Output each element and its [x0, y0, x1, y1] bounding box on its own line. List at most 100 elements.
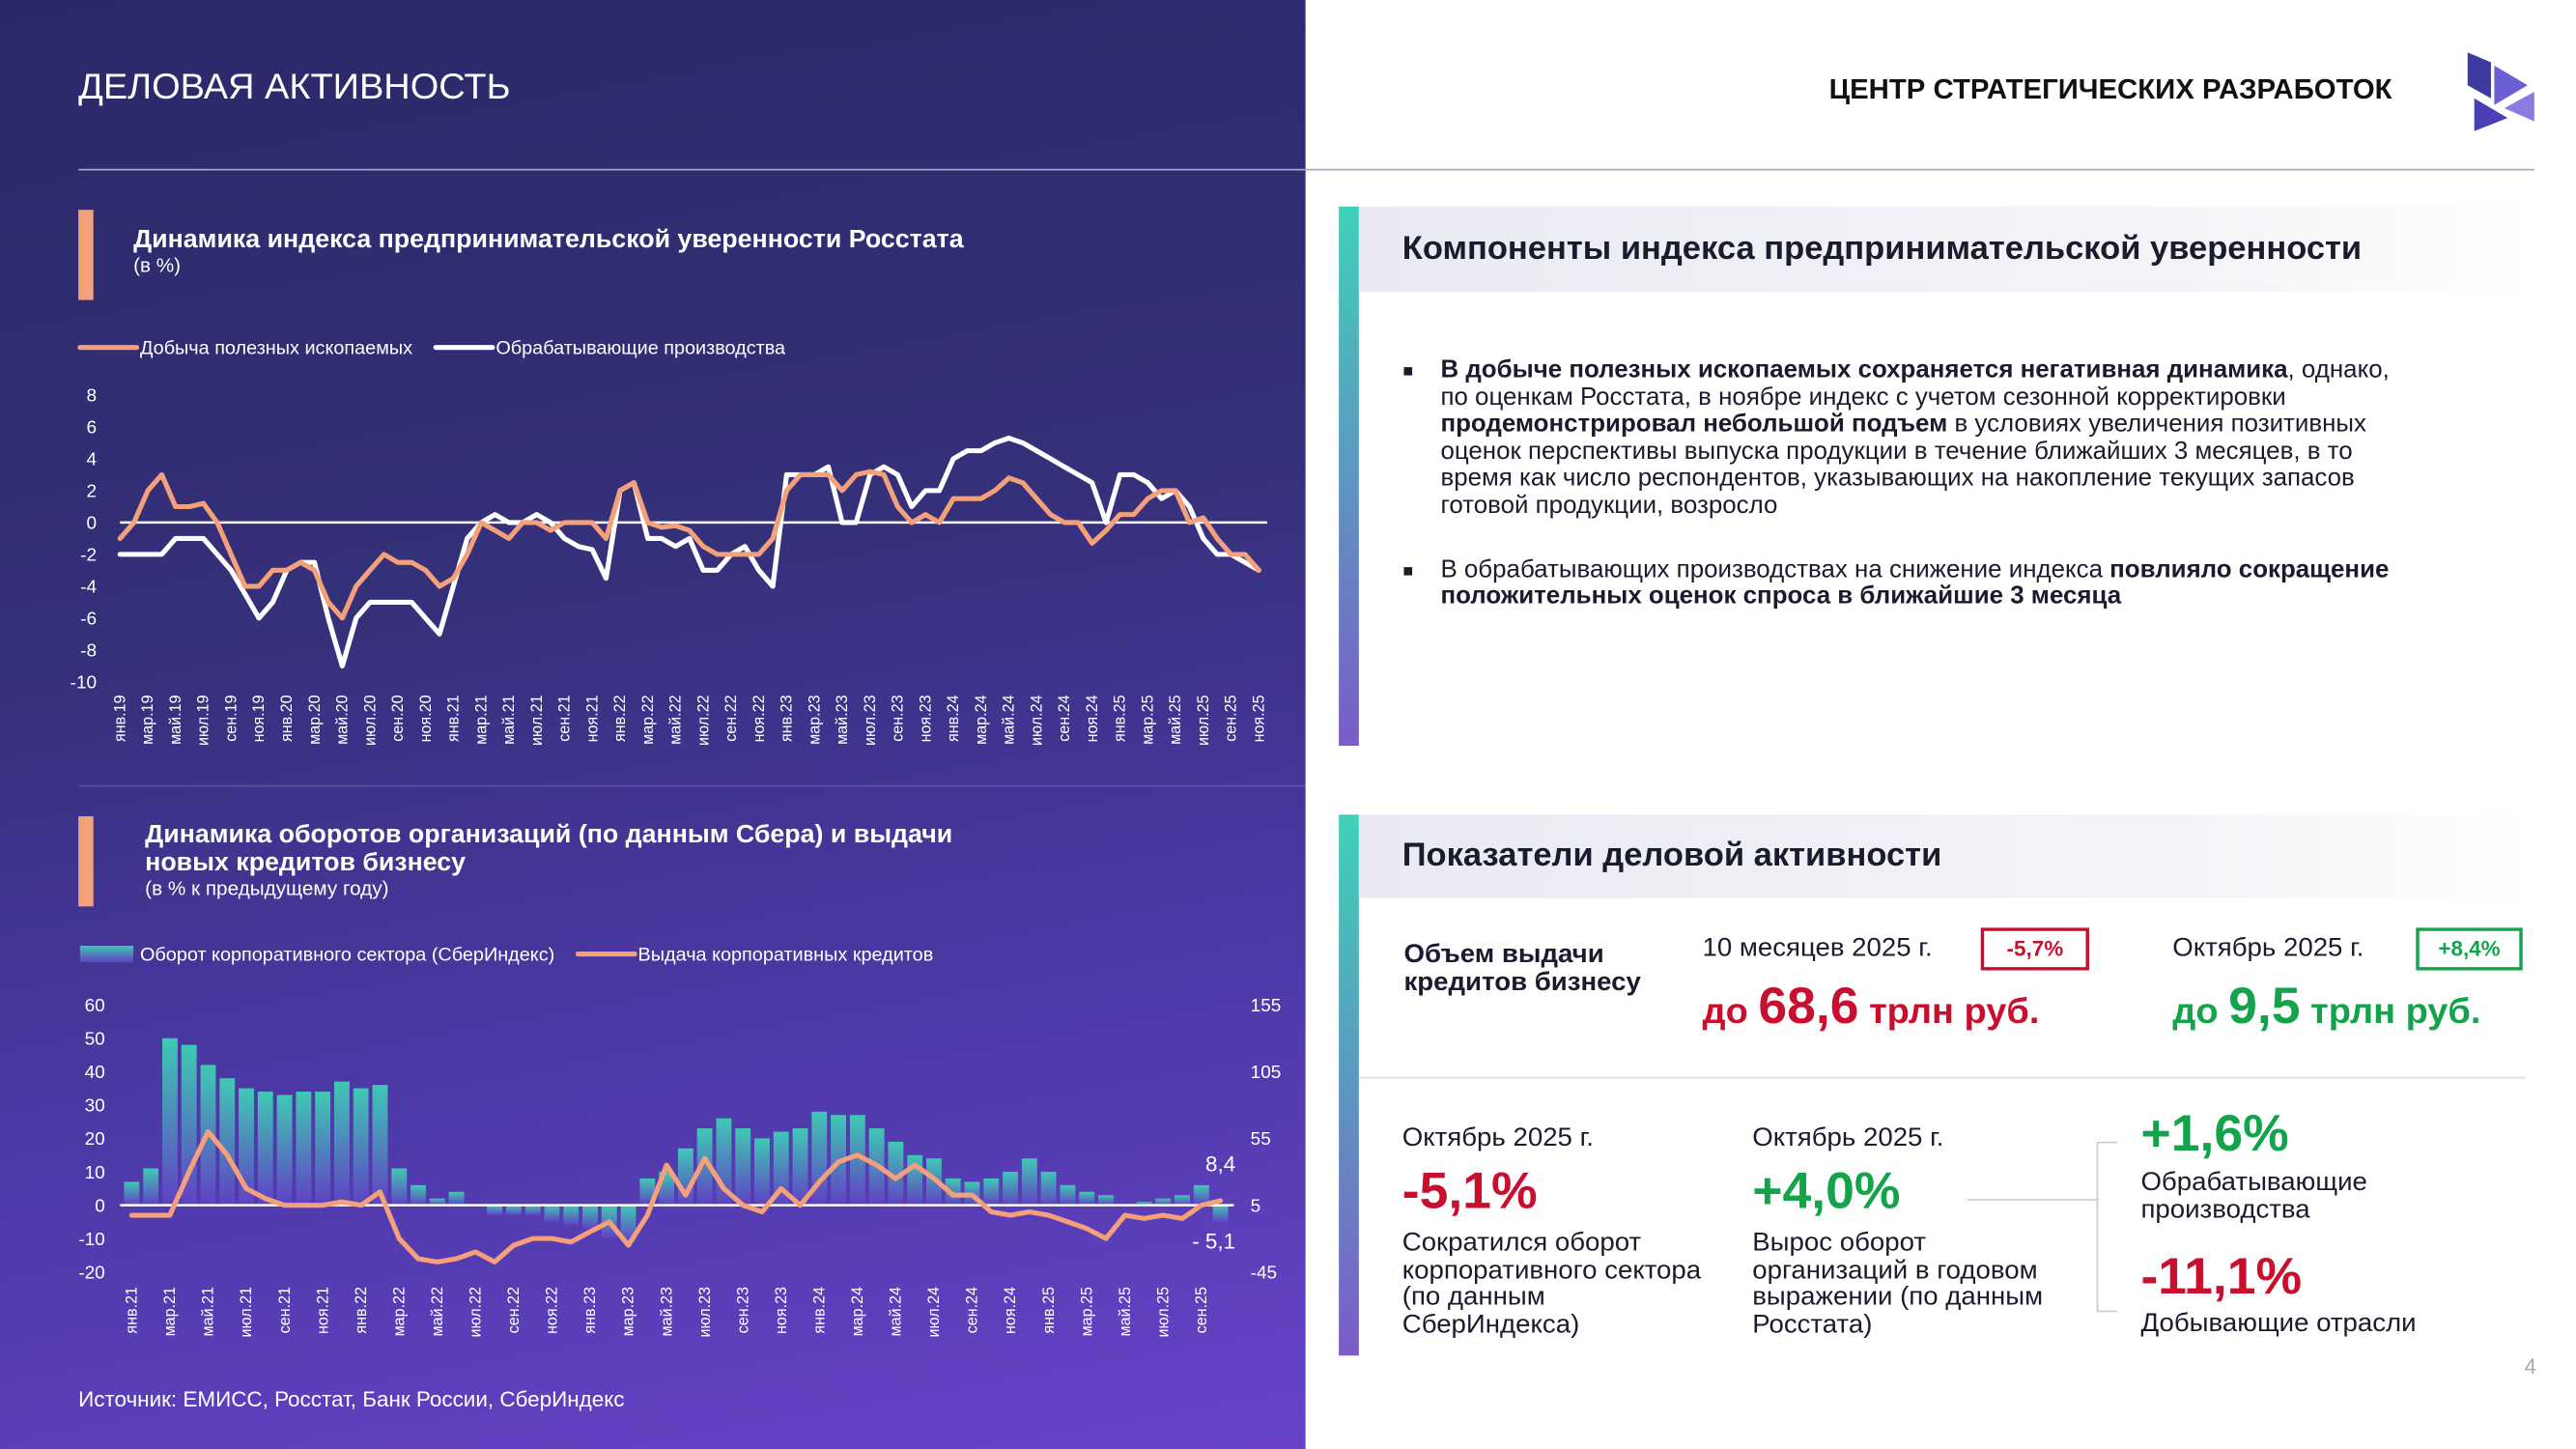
bar — [1060, 1184, 1076, 1206]
accent — [78, 210, 94, 300]
y2-tick-label: 105 — [1251, 1062, 1282, 1082]
x-tick-label: сен.22 — [722, 695, 740, 741]
chart-subtitle: (в % к предыдущему году) — [145, 876, 389, 900]
chart: -10 -8 -6 -4 -2 0 2 4 6 8 янв.19 мар.19 май.19 июл.19… — [71, 338, 1268, 746]
x-tick-label: сен.24 — [1056, 695, 1073, 741]
x-tick-label: май.21 — [200, 1287, 217, 1336]
bar — [239, 1088, 254, 1206]
x-tick-label: сен.21 — [276, 1287, 294, 1333]
x-tick-label: май.22 — [429, 1287, 446, 1336]
section-bar — [1339, 814, 1359, 1356]
prefix: до — [2172, 989, 2219, 1032]
x-tick-label: май.21 — [500, 695, 518, 744]
chart-title: Динамика оборотов организаций (по данным… — [145, 821, 953, 877]
legend-label: Обрабатывающие производства — [495, 338, 785, 359]
bar — [124, 1181, 140, 1206]
legend-label: Добыча полезных ископаемых — [140, 338, 412, 359]
y-tick-label: 30 — [85, 1095, 105, 1116]
x-tick-label: ноя.24 — [1002, 1287, 1019, 1334]
bar — [391, 1168, 408, 1206]
x-tick-label: сен.24 — [964, 1287, 981, 1333]
bullet-text: повлияло сокращение положительных оценок… — [1440, 554, 2390, 611]
accent — [78, 816, 94, 907]
source: Источник: ЕМИСС, Росстат, Банк России, С… — [78, 1386, 625, 1411]
x-tick-label: июл.22 — [467, 1287, 484, 1338]
legend-label: Оборот корпоративного сектора (СберИндек… — [140, 944, 554, 965]
bar — [620, 1205, 637, 1242]
x-tick-label: июл.24 — [1028, 695, 1045, 746]
x-tick-label: май.25 — [1117, 1287, 1134, 1336]
period: Октябрь 2025 г. — [2172, 934, 2364, 963]
x-tick-label: мар.25 — [1139, 695, 1156, 744]
unit: трлн руб. — [2310, 989, 2481, 1032]
bar — [257, 1092, 273, 1206]
x-tick-label: янв.25 — [1040, 1287, 1058, 1334]
x-tick-label: янв.21 — [123, 1287, 140, 1334]
bar — [1079, 1191, 1095, 1206]
period: Октябрь 2025 г. — [1752, 1124, 1944, 1152]
x-tick-label: июл.21 — [238, 1287, 255, 1338]
x-tick-label: ноя.20 — [417, 695, 435, 742]
amount: до 68,6 трлн руб. — [1702, 977, 2039, 1036]
y-tick-label: -20 — [78, 1263, 104, 1283]
line-series — [128, 1128, 1224, 1264]
x-tick-label: ноя.22 — [543, 1287, 560, 1334]
bar — [926, 1158, 942, 1206]
amount: до 9,5 трлн руб. — [2172, 977, 2480, 1036]
bullet-text: в условиях увеличения позитивных оценок … — [1440, 410, 2367, 520]
x-tick-label: июл.23 — [862, 695, 879, 746]
bar — [505, 1205, 522, 1215]
period: Октябрь 2025 г. — [1401, 1124, 1594, 1152]
x-tick-label: июл.25 — [1154, 1287, 1172, 1338]
amount-value: 9,5 — [2228, 977, 2301, 1035]
value-label: 8,4 — [1205, 1152, 1235, 1177]
line-series — [117, 436, 1261, 668]
prefix: до — [1702, 989, 1748, 1032]
bar — [563, 1205, 580, 1226]
rule — [1358, 1076, 2527, 1079]
bar — [161, 1037, 178, 1206]
x-tick-label: ноя.24 — [1084, 695, 1101, 742]
x-tick-label: янв.19 — [111, 695, 128, 742]
bar — [849, 1115, 865, 1206]
x-tick-label: янв.22 — [611, 695, 629, 742]
bracket — [1967, 1141, 2118, 1313]
bar — [1193, 1184, 1209, 1206]
bullet-text: продемонстрировал небольшой подъем — [1440, 410, 1948, 439]
bar — [296, 1092, 312, 1206]
x-tick-label: сен.25 — [1223, 695, 1240, 741]
y-tick-label: 0 — [95, 1196, 105, 1216]
y-tick-label: 8 — [87, 385, 98, 406]
section-bar — [1339, 206, 1359, 747]
bar — [792, 1128, 808, 1206]
bar — [1040, 1172, 1057, 1206]
bar — [353, 1088, 369, 1206]
x-tick-label: мар.25 — [1078, 1287, 1095, 1336]
y-tick-label: 4 — [87, 449, 98, 469]
stat-value: +4,0% — [1752, 1162, 1901, 1220]
y-tick-label: 50 — [85, 1029, 105, 1049]
amount-value: 68,6 — [1758, 977, 1859, 1035]
x-tick-label: янв.23 — [581, 1287, 599, 1334]
credit-label: Объем выдачи кредитов бизнесу — [1403, 940, 1641, 996]
x-tick-label: июл.19 — [195, 695, 212, 746]
breakdown-label: Обрабатывающие производства — [2140, 1168, 2367, 1224]
x-tick-label: янв.20 — [278, 695, 296, 742]
bar — [219, 1078, 236, 1206]
x-tick-label: июл.24 — [925, 1287, 943, 1338]
y-tick-label: 0 — [87, 513, 98, 533]
logo — [2467, 52, 2534, 131]
bar — [333, 1081, 350, 1206]
x-tick-label: мар.21 — [472, 695, 490, 744]
stat-desc: Сократился оборот корпоративного сектора… — [1401, 1229, 1702, 1339]
bar — [429, 1198, 445, 1206]
x-tick-label: ноя.23 — [917, 695, 934, 742]
bar — [1155, 1198, 1172, 1206]
x-tick-label: мар.23 — [806, 695, 823, 744]
chart-title: Динамика индекса предпринимательской уве… — [133, 226, 964, 255]
y-tick-label: -6 — [80, 609, 97, 629]
x-tick-label: июл.25 — [1195, 695, 1212, 746]
y-tick-label: -4 — [80, 577, 97, 597]
